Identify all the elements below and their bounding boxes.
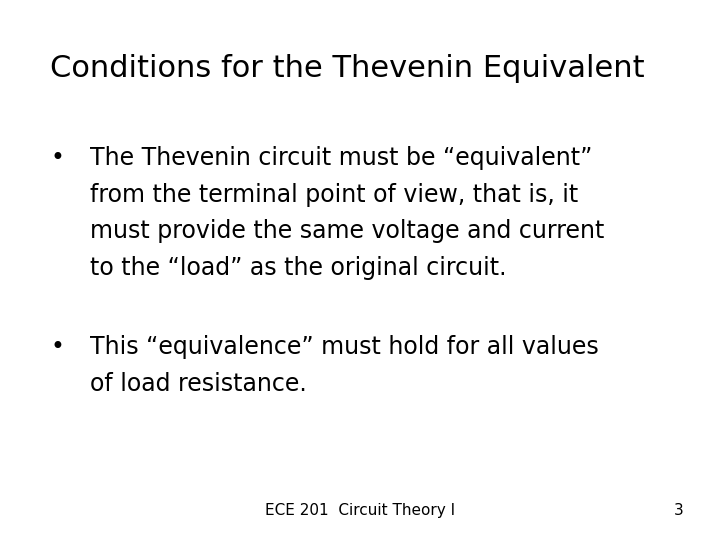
Text: 3: 3 — [674, 503, 684, 518]
Text: from the terminal point of view, that is, it: from the terminal point of view, that is… — [90, 183, 578, 206]
Text: must provide the same voltage and current: must provide the same voltage and curren… — [90, 219, 604, 243]
Text: •: • — [50, 146, 64, 170]
Text: to the “load” as the original circuit.: to the “load” as the original circuit. — [90, 256, 506, 280]
Text: The Thevenin circuit must be “equivalent”: The Thevenin circuit must be “equivalent… — [90, 146, 593, 170]
Text: Conditions for the Thevenin Equivalent: Conditions for the Thevenin Equivalent — [50, 54, 645, 83]
Text: This “equivalence” must hold for all values: This “equivalence” must hold for all val… — [90, 335, 599, 359]
Text: of load resistance.: of load resistance. — [90, 372, 307, 395]
Text: ECE 201  Circuit Theory I: ECE 201 Circuit Theory I — [265, 503, 455, 518]
Text: •: • — [50, 335, 64, 359]
